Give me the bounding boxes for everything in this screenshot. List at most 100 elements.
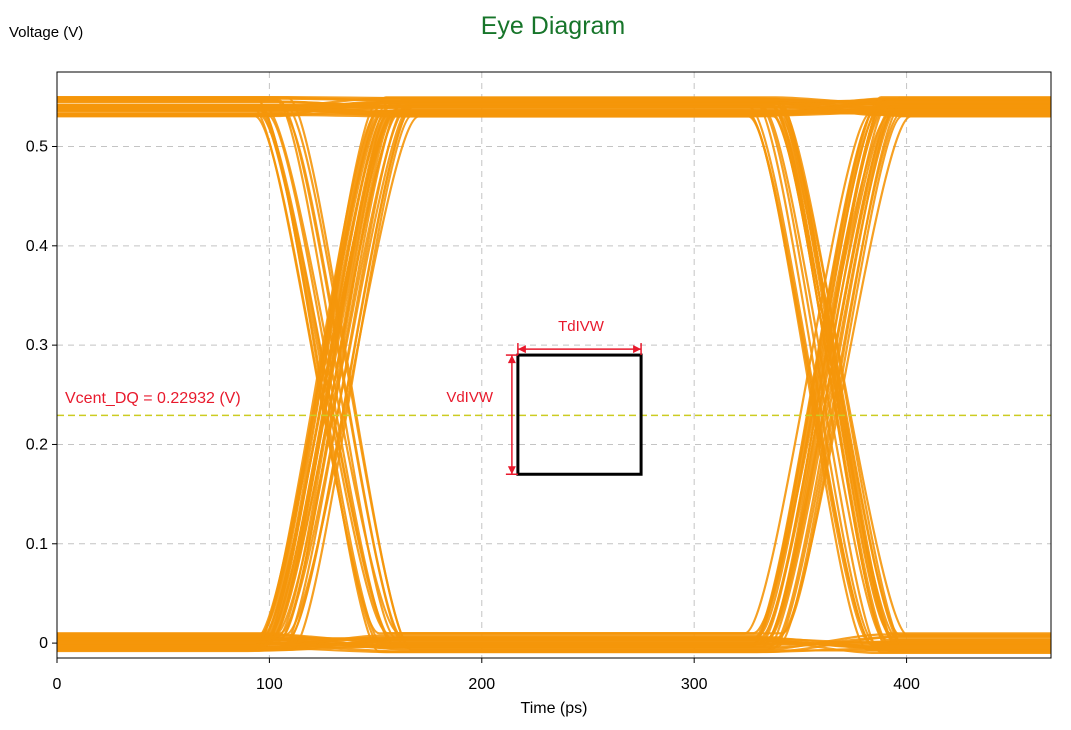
eye-trace (57, 106, 1051, 117)
eye-trace (57, 104, 1051, 651)
eye-trace (57, 100, 1051, 644)
y-tick-label: 0.5 (26, 138, 48, 155)
x-tick-label: 100 (256, 676, 283, 693)
x-tick-label: 0 (53, 676, 62, 693)
eye-trace (57, 104, 1051, 649)
eye-trace (57, 637, 1051, 645)
x-tick-label: 400 (893, 676, 920, 693)
eye-trace (57, 105, 1051, 114)
eye-trace (57, 104, 1051, 635)
eye-trace (57, 115, 1051, 651)
eye-trace (57, 112, 1051, 644)
eye-trace (57, 98, 1051, 645)
chart-title: Eye Diagram (481, 12, 626, 40)
x-tick-label: 200 (468, 676, 495, 693)
overlay-layer (57, 343, 1051, 476)
eye-trace (57, 109, 1051, 650)
eye-trace (57, 97, 1051, 106)
eye-trace (57, 111, 1051, 647)
eye-trace (57, 102, 1051, 644)
eye-trace (57, 642, 1051, 647)
eye-trace (57, 104, 1051, 648)
eye-trace (57, 102, 1051, 118)
eye-trace (57, 115, 1051, 652)
x-tick-label: 300 (681, 676, 708, 693)
eye-trace (57, 109, 1051, 648)
eye-trace (57, 108, 1051, 641)
y-axis-label: Voltage (V) (9, 24, 83, 41)
eye-trace (57, 106, 1051, 647)
eye-trace (57, 101, 1051, 636)
eye-trace (57, 105, 1051, 635)
eye-trace (57, 97, 1051, 110)
eye-trace (57, 100, 1051, 641)
eye-trace (57, 105, 1051, 642)
eye-trace (57, 108, 1051, 638)
eye-trace (57, 98, 1051, 649)
eye-trace (57, 96, 1051, 647)
eye-trace (57, 99, 1051, 650)
eye-trace (57, 640, 1051, 646)
eye-trace (57, 104, 1051, 645)
eye-trace (57, 100, 1051, 643)
eye-trace (57, 100, 1051, 638)
eye-trace (57, 98, 1051, 116)
eye-trace (57, 102, 1051, 635)
eye-trace (57, 637, 1051, 648)
eye-trace (57, 105, 1051, 114)
eye-trace (57, 107, 1051, 646)
eye-trace (57, 104, 1051, 648)
mask-height-label: VdIVW (446, 389, 494, 406)
eye-trace (57, 101, 1051, 641)
eye-trace (57, 98, 1051, 649)
eye-trace (57, 102, 1051, 653)
eye-trace (57, 96, 1051, 648)
x-axis-label: Time (ps) (521, 700, 588, 717)
y-tick-label: 0 (39, 635, 48, 652)
eye-trace (57, 105, 1051, 635)
eye-trace (57, 104, 1051, 649)
eye-trace (57, 100, 1051, 644)
eye-trace (57, 112, 1051, 640)
eye-trace (57, 97, 1051, 110)
eye-trace (57, 114, 1051, 651)
eye-trace (57, 101, 1051, 652)
eye-mask-rectangle (516, 353, 643, 476)
eye-trace (57, 106, 1051, 116)
eye-trace (57, 637, 1051, 654)
eye-trace (57, 97, 1051, 645)
eye-trace (57, 96, 1051, 648)
eye-trace (57, 109, 1051, 647)
y-tick-label: 0.1 (26, 536, 48, 553)
plot-frame (56, 71, 1052, 659)
eye-trace (57, 96, 1051, 103)
eye-trace (57, 101, 1051, 642)
eye-trace (57, 106, 1051, 118)
eye-trace (57, 102, 1051, 638)
eye-trace (57, 98, 1051, 645)
eye-trace (57, 108, 1051, 642)
eye-trace (57, 103, 1051, 651)
eye-trace (57, 110, 1051, 650)
eye-trace (57, 100, 1051, 653)
eye-trace (57, 101, 1051, 640)
axis-layer: 0 100 200 300 400 0 0.1 0.2 0.3 0.4 0.5 (26, 138, 920, 693)
eye-trace (57, 105, 1051, 654)
eye-trace (57, 99, 1051, 113)
eye-trace (57, 104, 1051, 635)
eye-trace (57, 109, 1051, 641)
eye-trace (57, 100, 1051, 652)
eye-trace (57, 632, 1051, 645)
eye-trace (57, 100, 1051, 644)
eye-trace (57, 97, 1051, 116)
eye-trace (57, 640, 1051, 652)
eye-trace (57, 100, 1051, 645)
mask-width-label: TdIVW (558, 318, 605, 335)
eye-traces (57, 96, 1051, 654)
eye-trace (57, 111, 1051, 647)
eye-trace (57, 106, 1051, 651)
y-tick-label: 0.3 (26, 337, 48, 354)
eye-trace (57, 633, 1051, 651)
eye-trace (57, 637, 1051, 650)
